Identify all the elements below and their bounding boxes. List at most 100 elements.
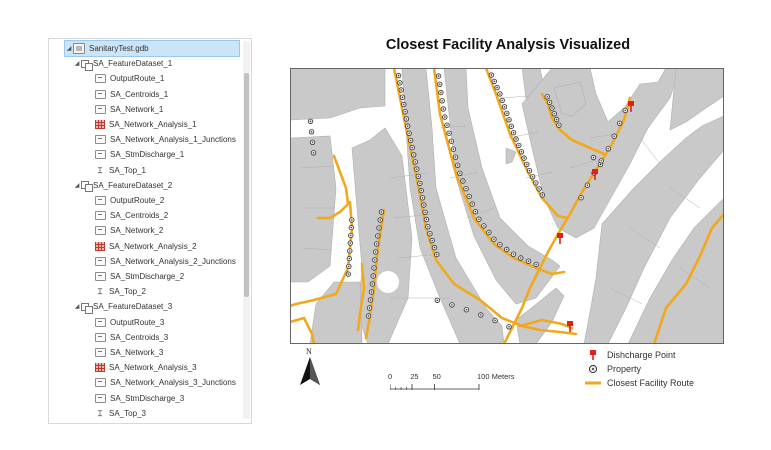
network-dataset-icon — [95, 241, 105, 251]
property-point-center — [440, 91, 442, 94]
property-point-center — [518, 144, 520, 147]
discharge-point-stem — [594, 173, 596, 180]
parcel-line — [629, 227, 661, 249]
tree-row[interactable]: OutputRoute_2 — [87, 193, 164, 208]
scrollbar-thumb[interactable] — [244, 73, 249, 297]
expand-caret-icon[interactable]: ◢ — [74, 182, 80, 189]
property-point-center — [446, 124, 448, 126]
tree-item-label: SA_Network_Analysis_1 — [109, 120, 197, 129]
expand-caret-icon[interactable]: ◢ — [74, 61, 80, 68]
tree-row[interactable]: SA_Centroids_3 — [87, 330, 168, 345]
property-point-center — [378, 227, 380, 229]
property-point-center — [436, 299, 438, 301]
parcel-block — [515, 287, 565, 344]
feature-class-icon — [95, 332, 106, 342]
tree-item-label: OutputRoute_3 — [110, 317, 165, 327]
tree-item-label: SA_Network_1 — [110, 104, 164, 114]
property-point-center — [425, 218, 428, 221]
feature-class-icon — [95, 348, 106, 357]
property-point-center — [450, 140, 452, 142]
discharge-layer — [557, 101, 634, 332]
discharge-point-icon — [585, 349, 601, 361]
tree-row[interactable]: ◢ SA_FeatureDataset_2 — [73, 178, 172, 193]
property-point-center — [454, 156, 457, 158]
feature-class-icon — [95, 226, 106, 236]
route-line-icon — [585, 380, 601, 386]
property-point-center — [377, 235, 379, 237]
tree-row[interactable]: SA_StmDischarge_1 — [87, 147, 184, 162]
tree-row[interactable]: ◢ SA_FeatureDataset_3 — [73, 299, 172, 314]
tree-row[interactable]: OutputRoute_1 — [87, 71, 164, 86]
tree-row[interactable]: OutputRoute_3 — [87, 315, 164, 330]
feature-class-icon — [95, 378, 106, 388]
property-point-center — [600, 160, 602, 162]
tree-row[interactable]: SA_Network_Analysis_3 — [87, 360, 197, 375]
tree-row[interactable]: ◢ SanitaryTest.gdb — [64, 40, 240, 57]
map-legend: Dishcharge Point Property Closest Facili… — [585, 348, 694, 390]
expand-caret-icon[interactable]: ◢ — [66, 46, 72, 52]
tree-row[interactable]: ⌶ SA_Top_2 — [87, 284, 146, 299]
parcel-block — [669, 68, 724, 131]
property-point-center — [592, 156, 595, 159]
tree-item-label: SA_StmDischarge_3 — [110, 393, 185, 403]
property-point-center — [499, 244, 501, 246]
route-line — [316, 154, 350, 220]
property-point-center — [535, 263, 537, 266]
tree-row[interactable]: SA_Centroids_1 — [87, 87, 168, 102]
property-point-center — [528, 170, 531, 172]
tree-row[interactable]: ◢ SA_FeatureDataset_1 — [73, 56, 172, 71]
property-point-center — [431, 239, 433, 242]
tree-row[interactable]: SA_Network_Analysis_1_Junctions — [87, 132, 236, 147]
tree-row[interactable]: SA_Network_Analysis_2 — [87, 239, 197, 254]
property-point-center — [468, 195, 470, 198]
property-point-center — [457, 164, 459, 166]
parcel-line — [569, 159, 597, 169]
property-point-center — [526, 163, 528, 166]
tree-row[interactable]: SA_Centroids_2 — [87, 208, 168, 223]
tree-item-label: SA_FeatureDataset_2 — [93, 180, 173, 190]
property-point-center — [429, 233, 431, 235]
tree-row[interactable]: SA_StmDischarge_2 — [87, 269, 184, 284]
property-point-center — [474, 211, 477, 213]
parcel-block — [505, 147, 517, 165]
parcel-line — [669, 187, 701, 209]
expand-caret-icon[interactable]: ◢ — [74, 304, 80, 311]
property-point-center — [480, 314, 482, 316]
parcel-line — [449, 171, 479, 179]
property-point-center — [465, 188, 467, 190]
tree-item-label: SA_Top_2 — [109, 287, 146, 297]
property-point-center — [538, 188, 540, 190]
tree-row[interactable]: SA_StmDischarge_3 — [87, 391, 184, 406]
tree-item-label: SA_Network_Analysis_3_Junctions — [110, 378, 236, 388]
tree-row[interactable]: SA_Network_Analysis_3_Junctions — [87, 375, 236, 390]
feature-class-icon — [95, 104, 106, 114]
property-point-center — [510, 125, 512, 127]
feature-class-icon — [95, 393, 106, 403]
parcel-block — [627, 197, 724, 344]
topology-icon: ⌶ — [97, 165, 103, 175]
property-point-center — [375, 243, 378, 245]
property-point-center — [349, 242, 351, 244]
north-arrow: N — [300, 347, 320, 389]
parcel-block — [290, 68, 386, 121]
tree-row[interactable]: ⌶ SA_Top_3 — [87, 406, 146, 421]
property-point-center — [373, 267, 375, 269]
tree-row[interactable]: SA_Network_2 — [87, 223, 163, 238]
property-point-center — [478, 218, 480, 220]
parcel-line — [639, 137, 661, 165]
legend-route: Closest Facility Route — [585, 376, 694, 390]
tree-row[interactable]: SA_Network_Analysis_1 — [87, 117, 197, 132]
tree-row[interactable]: ⌶ SA_Top_1 — [87, 163, 146, 178]
property-point-center — [555, 118, 558, 121]
tree-item-label: SA_FeatureDataset_3 — [93, 302, 173, 312]
tree-row[interactable]: SA_Network_1 — [87, 102, 163, 117]
property-point-center — [439, 83, 441, 85]
tree-row[interactable]: SA_Network_3 — [87, 345, 163, 360]
tree-row[interactable]: SA_Network_Analysis_2_Junctions — [87, 254, 236, 269]
tree-item-label: SA_FeatureDataset_1 — [93, 59, 173, 69]
tree-item-label: OutputRoute_2 — [110, 196, 165, 205]
parcel-block — [443, 68, 561, 305]
tree-item-label: SA_Centroids_2 — [110, 211, 169, 221]
property-point-center — [503, 106, 506, 108]
parcel-line — [499, 95, 531, 99]
